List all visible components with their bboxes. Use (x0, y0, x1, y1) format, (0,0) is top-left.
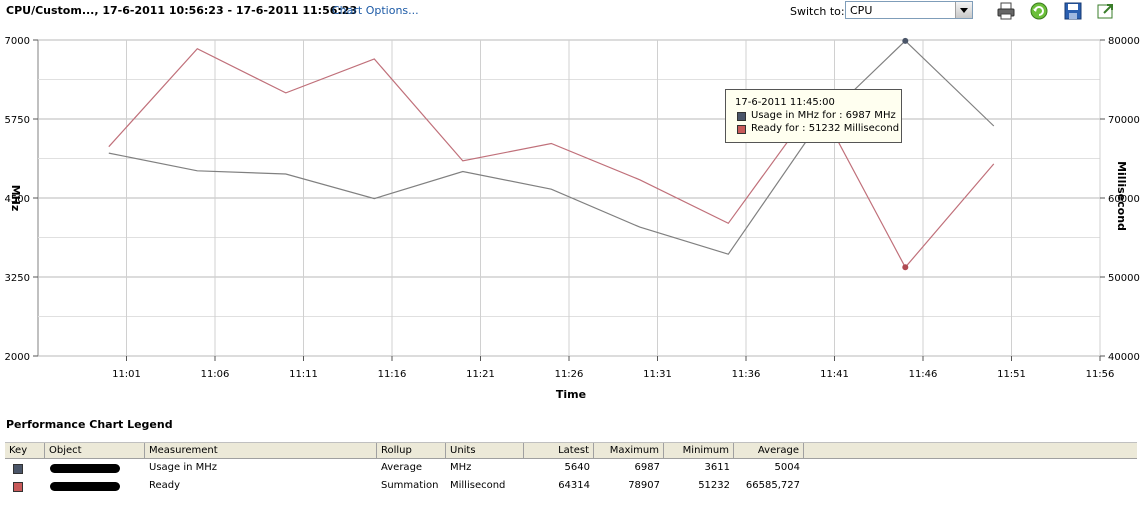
x-tick-label: 11:21 (466, 369, 495, 380)
col-average[interactable]: Average (734, 443, 804, 458)
chart-toolbar: CPU/Custom..., 17-6-2011 10:56:23 - 17-6… (0, 0, 1140, 22)
col-units[interactable]: Units (446, 443, 524, 458)
x-axis-label: Time (556, 388, 586, 401)
units-cell: MHz (450, 462, 472, 473)
tooltip-time: 17-6-2011 11:45:00 (735, 97, 835, 108)
rollup-cell: Average (381, 462, 423, 473)
switch-to-label: Switch to: (790, 5, 845, 18)
export-icon[interactable] (1096, 2, 1116, 20)
measurement-cell: Ready (149, 480, 181, 491)
average-cell: 5004 (774, 462, 800, 473)
tooltip-ready-text: Ready for : 51232 Millisecond (751, 123, 900, 134)
tooltip-usage-swatch (737, 112, 746, 121)
legend-row-ready[interactable]: Ready Summation Millisecond 64314 78907 … (5, 477, 1137, 495)
legend-key-swatch (13, 482, 23, 492)
maximum-cell: 78907 (628, 480, 660, 491)
col-maximum[interactable]: Maximum (594, 443, 664, 458)
x-tick-label: 11:41 (820, 369, 849, 380)
highlight-point-ready (902, 264, 909, 271)
y-right-tick-label: 70000 (1108, 115, 1140, 126)
minimum-cell: 51232 (698, 480, 730, 491)
legend-title: Performance Chart Legend (6, 418, 173, 431)
col-latest[interactable]: Latest (524, 443, 594, 458)
switch-to-select[interactable]: CPU (845, 1, 973, 19)
y-left-tick-label: 2000 (5, 352, 30, 363)
y-right-tick-label: 40000 (1108, 352, 1140, 363)
measurement-cell: Usage in MHz (149, 462, 218, 473)
rollup-cell: Summation (381, 480, 439, 491)
minimum-cell: 3611 (704, 462, 730, 473)
x-tick-label: 11:26 (555, 369, 584, 380)
save-icon[interactable] (1063, 2, 1083, 20)
chart-grid (37, 39, 1101, 357)
redacted-object (50, 464, 120, 473)
x-tick-label: 11:11 (289, 369, 318, 380)
y-right-tick-label: 60000 (1108, 194, 1140, 205)
latest-cell: 5640 (564, 462, 590, 473)
units-cell: Millisecond (450, 480, 506, 491)
col-object[interactable]: Object (45, 443, 145, 458)
legend-row-usage[interactable]: Usage in MHz Average MHz 5640 6987 3611 … (5, 459, 1137, 477)
redacted-object (50, 482, 120, 491)
tooltip-usage-row: Usage in MHz for : 6987 MHz (735, 109, 901, 122)
y-left-tick-label: 5750 (5, 115, 30, 126)
col-measurement[interactable]: Measurement (145, 443, 377, 458)
y-right-tick-label: 80000 (1108, 36, 1140, 47)
legend-header: Key Object Measurement Rollup Units Late… (5, 442, 1137, 459)
series-line-ready (108, 47, 995, 269)
x-tick-label: 11:31 (643, 369, 672, 380)
maximum-cell: 6987 (634, 462, 660, 473)
chart-tooltip: 17-6-2011 11:45:00 Usage in MHz for : 69… (725, 89, 902, 143)
y-left-tick-label: 3250 (5, 273, 30, 284)
legend-table: Key Object Measurement Rollup Units Late… (5, 442, 1137, 495)
col-key[interactable]: Key (5, 443, 45, 458)
tooltip-ready-row: Ready for : 51232 Millisecond (735, 122, 901, 135)
x-tick-label: 11:06 (201, 369, 230, 380)
x-tick-label: 11:01 (112, 369, 141, 380)
refresh-icon[interactable] (1029, 2, 1049, 20)
col-rollup[interactable]: Rollup (377, 443, 446, 458)
y-axis-left-label: MHz (9, 185, 22, 212)
chart-options-link[interactable]: Chart Options... (332, 4, 419, 17)
chart-title: CPU/Custom..., 17-6-2011 10:56:23 - 17-6… (6, 4, 358, 17)
y-axis-right-label: Millisecond (1115, 161, 1128, 231)
tooltip-ready-swatch (737, 125, 746, 134)
tooltip-usage-text: Usage in MHz for : 6987 MHz (751, 110, 896, 121)
x-tick-label: 11:36 (732, 369, 761, 380)
chevron-down-icon[interactable] (955, 2, 972, 18)
x-tick-label: 11:51 (997, 369, 1026, 380)
print-icon[interactable] (996, 2, 1016, 20)
x-tick-label: 11:16 (378, 369, 407, 380)
x-tick-label: 11:46 (909, 369, 938, 380)
legend-key-swatch (13, 464, 23, 474)
latest-cell: 64314 (558, 480, 590, 491)
average-cell: 66585,727 (745, 480, 800, 491)
y-left-tick-label: 4500 (5, 194, 30, 205)
y-left-tick-label: 7000 (5, 36, 30, 47)
chart-ticks: 2000 3250 4500 5750 7000 40000 50000 60000 70000… (5, 36, 1140, 380)
highlight-point-usage (902, 37, 909, 44)
x-tick-label: 11:56 (1086, 369, 1115, 380)
y-right-tick-label: 50000 (1108, 273, 1140, 284)
switch-to-value: CPU (850, 4, 873, 17)
performance-chart: 2000 3250 4500 5750 7000 40000 50000 60000 70000… (5, 36, 1140, 401)
col-minimum[interactable]: Minimum (664, 443, 734, 458)
